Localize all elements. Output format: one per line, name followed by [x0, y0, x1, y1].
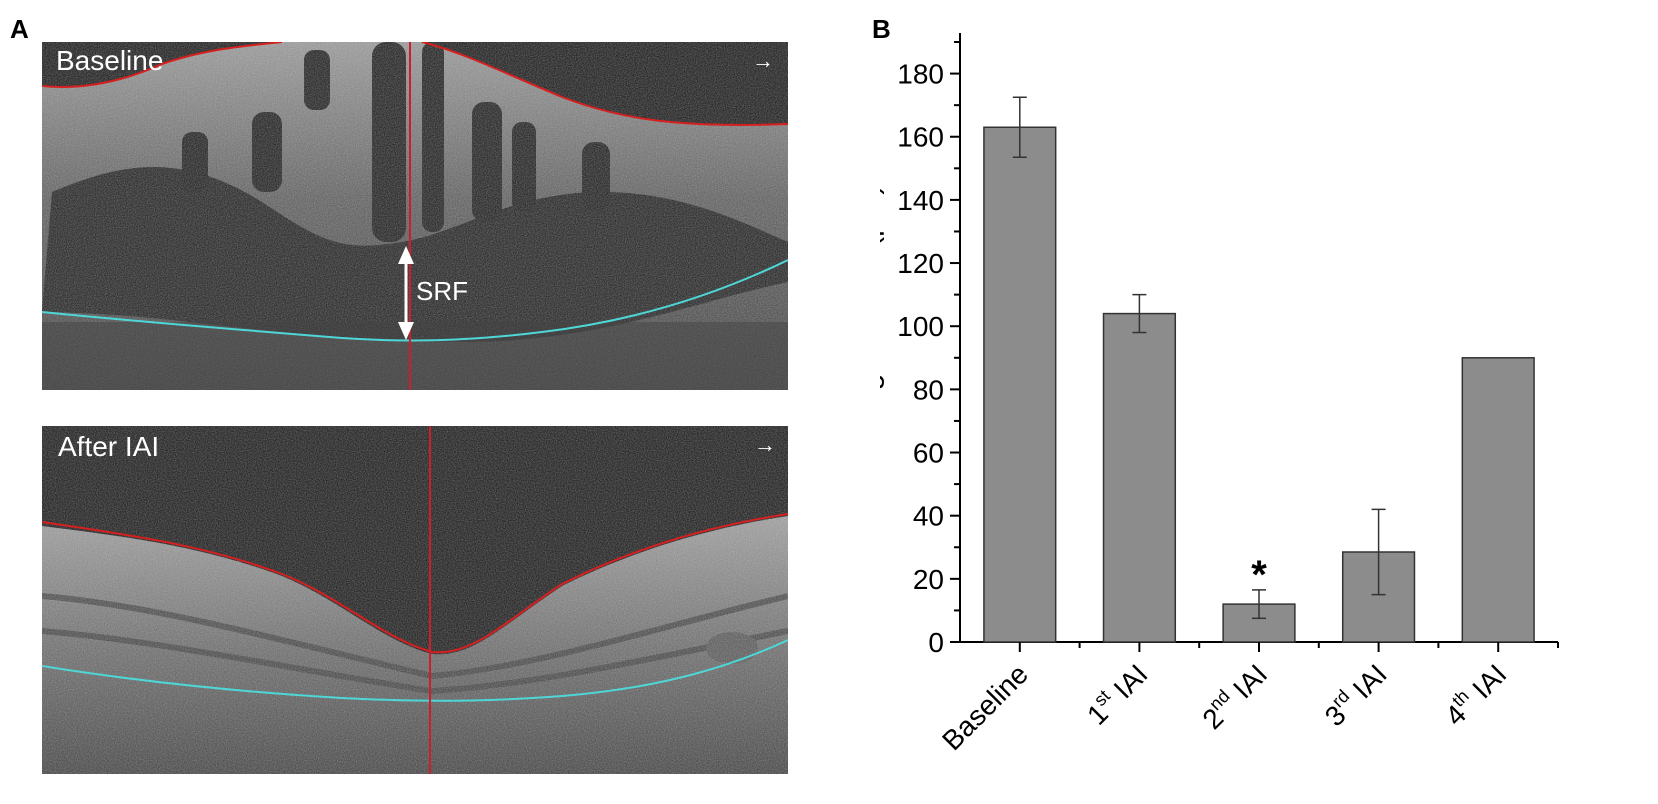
x-tick-label: 2nd IAI — [1194, 656, 1273, 735]
y-tick-label: 100 — [897, 311, 944, 342]
x-tick-label: 1st IAI — [1079, 656, 1154, 731]
significance-marker: * — [1251, 553, 1267, 597]
x-tick-label: 3rd IAI — [1317, 656, 1393, 732]
ilm-boundary — [42, 513, 788, 654]
y-axis-title: The height of SRF(μm) — [880, 185, 885, 491]
rpe-boundary — [42, 259, 788, 342]
srf-label: SRF — [416, 276, 468, 306]
bar-2 — [1102, 312, 1177, 643]
arrow-right-icon: → — [752, 48, 774, 73]
baseline-label: Baseline — [56, 45, 163, 76]
srf-arrow — [398, 246, 414, 340]
y-tick-label: 120 — [897, 248, 944, 279]
oct-scan-after-iai: After IAI → — [42, 426, 788, 774]
bar-1 — [983, 126, 1057, 643]
y-tick-label: 160 — [897, 122, 944, 153]
panel-b-letter: B — [872, 14, 891, 44]
y-tick-label: 80 — [913, 374, 944, 405]
y-tick-label: 60 — [913, 438, 944, 469]
srf-height-bar-chart: 0 20 40 60 80 100 120 140 160 180 The height of SR… — [880, 33, 1559, 756]
x-tick-label: Baseline — [936, 658, 1034, 756]
choroid — [42, 322, 788, 390]
y-tick-label: 140 — [897, 185, 944, 216]
y-tick-label: 20 — [913, 564, 944, 595]
bar-5 — [1461, 357, 1535, 643]
arrow-right-icon: → — [754, 432, 776, 457]
ilm-boundary — [42, 42, 788, 126]
after-iai-label: After IAI — [58, 431, 159, 462]
y-tick-label: 0 — [928, 627, 944, 658]
y-tick-label: 40 — [913, 501, 944, 532]
panel-a-letter: A — [10, 14, 29, 44]
speckle-texture — [42, 426, 788, 774]
y-tick-label: 180 — [897, 59, 944, 90]
rpe-boundary — [42, 639, 788, 702]
oct-scan-baseline: SRF Baseline → — [42, 42, 788, 390]
x-tick-label: 4th IAI — [1437, 656, 1512, 731]
